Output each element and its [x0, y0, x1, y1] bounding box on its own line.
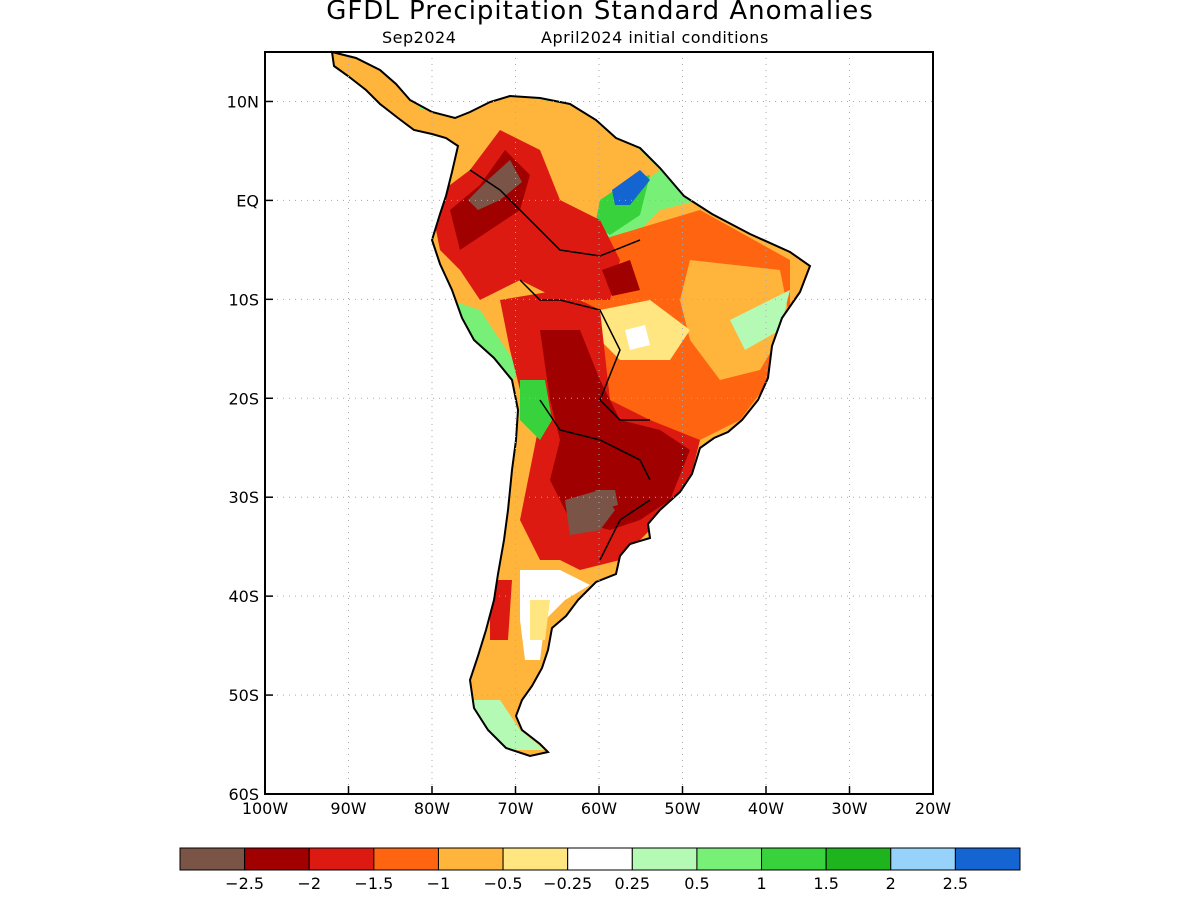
colorbar-label: 0.5 — [684, 874, 709, 893]
colorbar-label: 1 — [756, 874, 766, 893]
colorbar-swatch — [179, 847, 246, 871]
x-tick-label: 90W — [330, 799, 366, 818]
y-tick-label: EQ — [236, 191, 259, 210]
colorbar-label: 0.25 — [614, 874, 650, 893]
colorbar-label: 1.5 — [813, 874, 838, 893]
colorbar-label: −0.5 — [484, 874, 523, 893]
y-tick-label: 10S — [228, 290, 259, 309]
colorbar-label: 2 — [886, 874, 896, 893]
colorbar-label: −0.25 — [543, 874, 592, 893]
colorbar-label: −1.5 — [354, 874, 393, 893]
colorbar-swatch — [567, 847, 633, 871]
colorbar-label: −1 — [427, 874, 451, 893]
initial-conditions: April2024 initial conditions — [541, 28, 769, 47]
colorbar-swatch — [761, 847, 827, 871]
map-border — [264, 51, 934, 795]
axis-ticks: 100W 90W 80W 70W 60W 50W 40W 30W 20W 10N EQ 10S 20S 3… — [227, 92, 952, 818]
y-tick-label: 40S — [228, 587, 259, 606]
colorbar-label: 2.5 — [943, 874, 968, 893]
country-borders — [469, 169, 651, 561]
colorbar: −2.5 −2 −1.5 −1 −0.5 −0.25 0.25 0.5 1 1.5 2 2.5 — [179, 847, 1021, 893]
colorbar-swatch — [437, 847, 504, 871]
x-tick-label: 50W — [664, 799, 700, 818]
x-tick-label: 100W — [242, 799, 289, 818]
chart-title: GFDL Precipitation Standard Anomalies — [326, 0, 874, 26]
colorbar-swatch — [954, 847, 1021, 871]
x-tick-label: 40W — [748, 799, 784, 818]
colorbar-swatch — [890, 847, 956, 871]
y-tick-label: 30S — [228, 488, 259, 507]
colorbar-swatch — [825, 847, 892, 871]
colorbar-swatch — [244, 847, 310, 871]
x-tick-label: 60W — [581, 799, 617, 818]
graticule — [265, 52, 933, 794]
colorbar-swatch — [631, 847, 698, 871]
y-tick-label: 50S — [228, 686, 259, 705]
colorbar-swatch — [308, 847, 375, 871]
forecast-month: Sep2024 — [382, 28, 457, 47]
x-tick-label: 70W — [497, 799, 533, 818]
colorbar-swatch — [373, 847, 439, 871]
x-tick-label: 30W — [831, 799, 867, 818]
y-tick-label: 60S — [228, 785, 259, 804]
y-tick-label: 10N — [227, 92, 259, 111]
colorbar-label: −2.5 — [225, 874, 264, 893]
colorbar-swatch — [696, 847, 763, 871]
x-tick-label: 20W — [915, 799, 951, 818]
y-tick-label: 20S — [228, 389, 259, 408]
colorbar-swatch — [502, 847, 569, 871]
colorbar-label: −2 — [297, 874, 321, 893]
x-tick-label: 80W — [414, 799, 450, 818]
